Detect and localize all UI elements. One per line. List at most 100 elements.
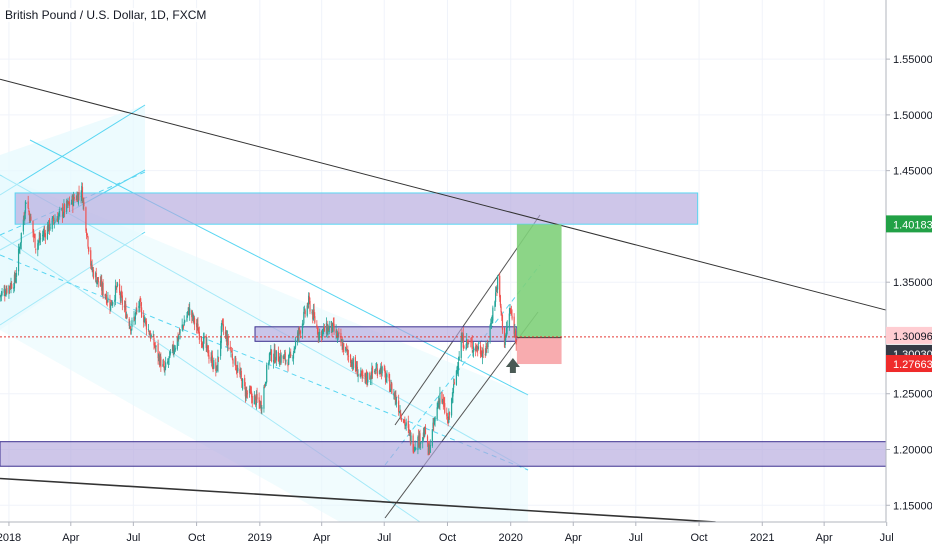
- candle-body: [30, 216, 32, 221]
- candle-body: [429, 444, 431, 453]
- candle-body: [433, 423, 435, 426]
- candle-body: [413, 447, 416, 452]
- candle-body: [168, 356, 170, 360]
- candle-body: [97, 277, 99, 282]
- candle-body: [316, 324, 318, 327]
- price-axis-bg: [886, 0, 932, 550]
- candle-body: [52, 216, 54, 218]
- candle-body: [173, 349, 176, 351]
- candle-body: [121, 290, 123, 297]
- candle-body: [239, 372, 242, 376]
- candle-body: [198, 331, 200, 340]
- candle-body: [19, 248, 21, 250]
- candle-body: [260, 401, 262, 411]
- candle-body: [374, 373, 376, 374]
- time-tick-label: Apr: [313, 532, 330, 544]
- candle-body: [150, 334, 152, 338]
- candle-body: [211, 355, 213, 368]
- candle-body: [441, 392, 443, 403]
- candle-body: [105, 295, 108, 304]
- candle-body: [273, 349, 275, 359]
- lower-trendline: [0, 477, 716, 523]
- candle-body: [145, 321, 148, 330]
- candle-body: [347, 350, 349, 354]
- candle-body: [381, 366, 383, 374]
- candle-body: [366, 377, 368, 382]
- candle-body: [159, 355, 161, 365]
- candle-body: [321, 330, 323, 337]
- candle-body: [475, 346, 477, 350]
- time-tick-label: Jul: [126, 532, 140, 544]
- candle-body: [297, 332, 299, 343]
- candle-body: [417, 436, 420, 446]
- candle-body: [67, 201, 69, 205]
- candle-body: [404, 419, 406, 426]
- candle-body: [407, 420, 409, 429]
- price-tick-label: 1.45000: [893, 166, 932, 178]
- candle-body: [447, 419, 449, 424]
- candle-body: [59, 209, 61, 211]
- candle-body: [110, 300, 112, 306]
- candle-body: [90, 250, 92, 266]
- time-tick-label: 2021: [750, 532, 774, 544]
- candle-body: [206, 345, 209, 347]
- candle-body: [46, 226, 49, 239]
- candle-body: [395, 395, 397, 402]
- candle-body: [78, 192, 80, 195]
- candle-body: [321, 330, 323, 338]
- price-tick-label: 1.50000: [893, 110, 932, 122]
- candle-body: [77, 192, 79, 204]
- candle-body: [422, 432, 425, 440]
- candle-body: [255, 396, 257, 406]
- candle-body: [513, 316, 515, 334]
- candle-body: [349, 354, 352, 363]
- candle-body: [341, 342, 343, 350]
- candle-body: [437, 405, 439, 407]
- candle-body: [463, 346, 465, 349]
- candle-body: [0, 295, 2, 297]
- candle-body: [283, 354, 286, 356]
- candle-body: [85, 207, 87, 231]
- candle-body: [167, 361, 169, 364]
- candle-body: [396, 402, 398, 404]
- candle-body: [475, 346, 477, 351]
- long-position-tool[interactable]: [0, 224, 886, 374]
- candle-body: [216, 365, 218, 371]
- candle-body: [485, 345, 487, 355]
- candle-body: [138, 305, 140, 308]
- candle-body: [466, 338, 468, 346]
- candle-body: [398, 411, 400, 413]
- candle-body: [390, 384, 392, 389]
- candle-body: [301, 323, 304, 334]
- candle-body: [299, 331, 301, 334]
- candle-body: [403, 420, 405, 422]
- candle-body: [217, 355, 219, 372]
- candle-body: [112, 302, 114, 305]
- candle-body: [101, 280, 103, 291]
- candle-body: [494, 292, 497, 303]
- candle-body: [270, 350, 273, 362]
- candle-body: [365, 373, 367, 379]
- candle-body: [182, 325, 185, 328]
- candle-body: [5, 290, 7, 295]
- candle-body: [187, 311, 189, 314]
- candle-body: [384, 368, 386, 373]
- candle-body: [468, 341, 470, 343]
- candle-body: [446, 416, 449, 418]
- candle-body: [61, 207, 64, 217]
- candle-body: [304, 310, 306, 315]
- candle-body: [268, 353, 271, 362]
- candle-body: [371, 367, 373, 379]
- candle-body: [351, 361, 353, 367]
- candle-body: [76, 194, 78, 200]
- candle-body: [288, 355, 290, 365]
- candle-body: [136, 308, 138, 310]
- candle-body: [256, 393, 258, 400]
- candle-body: [99, 281, 101, 287]
- candle-body: [465, 347, 467, 349]
- candle-body: [413, 450, 415, 452]
- candle-body: [336, 334, 339, 338]
- candle-body: [275, 350, 277, 361]
- candle-body: [477, 349, 479, 352]
